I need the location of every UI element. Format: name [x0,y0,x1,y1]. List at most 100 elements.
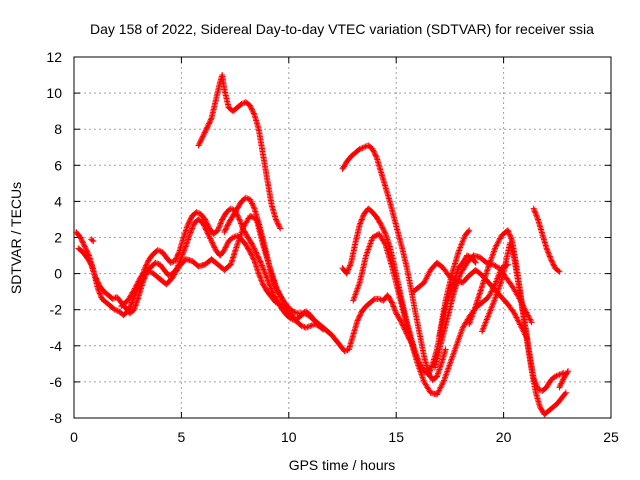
data-point [347,262,354,269]
data-point [217,221,224,228]
data-point [343,270,350,277]
data-point [492,245,499,252]
data-point [187,216,194,223]
data-point [390,303,397,310]
data-point [493,277,500,283]
data-point [236,217,243,224]
data-point [194,209,201,216]
data-point [188,228,195,235]
data-point [206,119,213,126]
data-point [526,315,533,322]
data-point [370,147,377,154]
data-point [378,221,385,228]
x-tick-label: 5 [178,429,186,445]
data-point [494,241,501,248]
data-point [215,224,222,231]
data-point [486,292,493,299]
data-point [552,373,559,380]
data-point [259,280,266,287]
data-point [528,319,535,326]
data-point [354,317,361,324]
data-point [345,266,352,273]
data-point [550,262,557,269]
data-point [202,226,209,233]
data-point [273,217,280,224]
data-point [341,348,348,355]
series-arc-c [118,212,286,310]
data-point [113,307,120,314]
data-point [247,196,254,203]
data-point [92,274,99,281]
data-point [531,206,538,213]
data-point [201,129,208,136]
data-point [556,384,563,391]
data-point [514,315,521,322]
data-point [187,215,194,222]
data-point [379,224,386,231]
data-point [154,247,161,254]
data-point [207,236,214,243]
data-point [144,260,151,267]
data-point [203,227,210,234]
data-point [378,223,385,230]
data-point [253,250,260,257]
data-point [252,249,259,256]
data-point [274,220,281,227]
data-point [189,224,196,231]
data-point [549,258,556,265]
data-point [360,144,367,151]
data-point [90,238,97,245]
data-point [517,321,524,328]
data-point [427,367,434,374]
data-point [442,346,449,353]
data-point [493,278,500,285]
data-point [381,228,388,235]
data-point [507,232,514,239]
data-point [480,325,487,332]
data-point [508,235,515,242]
data-point [547,256,554,263]
data-point [189,225,196,232]
data-point [389,302,396,309]
data-point [210,243,217,250]
data-point [248,252,255,259]
data-point [559,377,566,384]
data-point [487,306,494,313]
data-point [132,284,139,291]
data-point [111,306,118,313]
data-point [250,244,257,251]
x-tick-label: 0 [70,429,78,445]
data-point [223,241,230,248]
data-point [346,263,353,270]
data-point [381,240,388,247]
data-point [298,310,305,317]
data-point [165,272,172,279]
data-point [488,304,495,311]
data-point [300,323,307,330]
data-point [198,137,205,144]
series-arc-p [88,236,97,245]
data-point [250,109,257,116]
data-point [532,209,539,216]
data-point [199,133,206,140]
data-point [370,233,377,240]
data-point [254,252,261,259]
data-point [259,263,266,270]
data-point [544,246,551,253]
series-arc-f [339,142,449,384]
data-point [345,265,352,272]
data-point [370,296,377,303]
data-point [425,370,432,377]
data-point [344,269,351,276]
data-point [95,280,102,287]
data-point [256,273,263,280]
data-point [186,217,193,224]
x-tick-label: 10 [281,429,297,445]
data-point [262,270,269,277]
y-tick-label: 0 [54,266,62,282]
data-point [249,254,256,261]
data-point [181,247,188,254]
data-point [495,238,502,245]
data-point [514,317,521,324]
data-point [545,250,552,257]
